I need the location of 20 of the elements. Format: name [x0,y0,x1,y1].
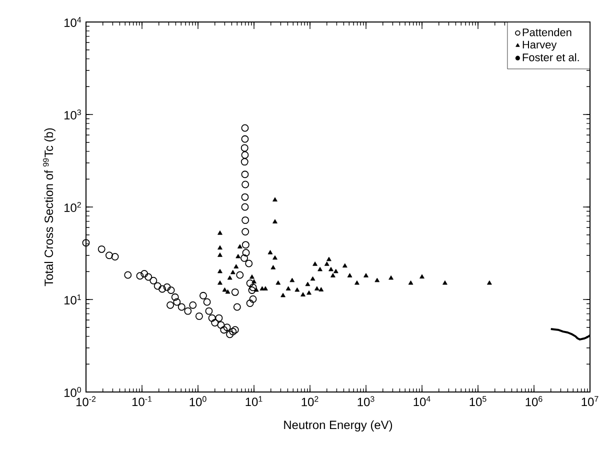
legend-label: Foster et al. [522,53,579,62]
x-tick-label: 10$^{0}$ [190,396,206,406]
legend-label: Harvey [522,40,557,51]
y-tick-label: 10$^{2}$ [64,202,81,212]
y-tick-label: 10$^{3}$ [64,109,81,120]
legend-label: Pattenden [522,28,572,36]
x-tick-label: 10$^{-2}$ [76,396,96,406]
x-tick-label: 10$^{5}$ [470,396,486,406]
x-tick-label: 10$^{-1}$ [132,396,152,406]
x-tick-label: 10$^{2}$ [302,396,318,406]
x-tick-label: 10$^{4}$ [414,396,430,406]
x-tick-label: 10$^{3}$ [358,396,374,406]
y-tick-label: 10$^{0}$ [64,386,82,397]
y-tick-label: 10$^{1}$ [64,294,81,304]
y-axis-title: Total Cross Section of $^{99}$Tc (b) [43,128,56,286]
y-tick-label: 10$^{4}$ [64,17,82,27]
x-axis-title: Neutron Energy (eV) [284,420,392,432]
x-tick-label: 10$^{7}$ [582,396,598,406]
x-tick-label: 10$^{1}$ [246,396,262,406]
x-tick-label: 10$^{6}$ [526,396,542,406]
